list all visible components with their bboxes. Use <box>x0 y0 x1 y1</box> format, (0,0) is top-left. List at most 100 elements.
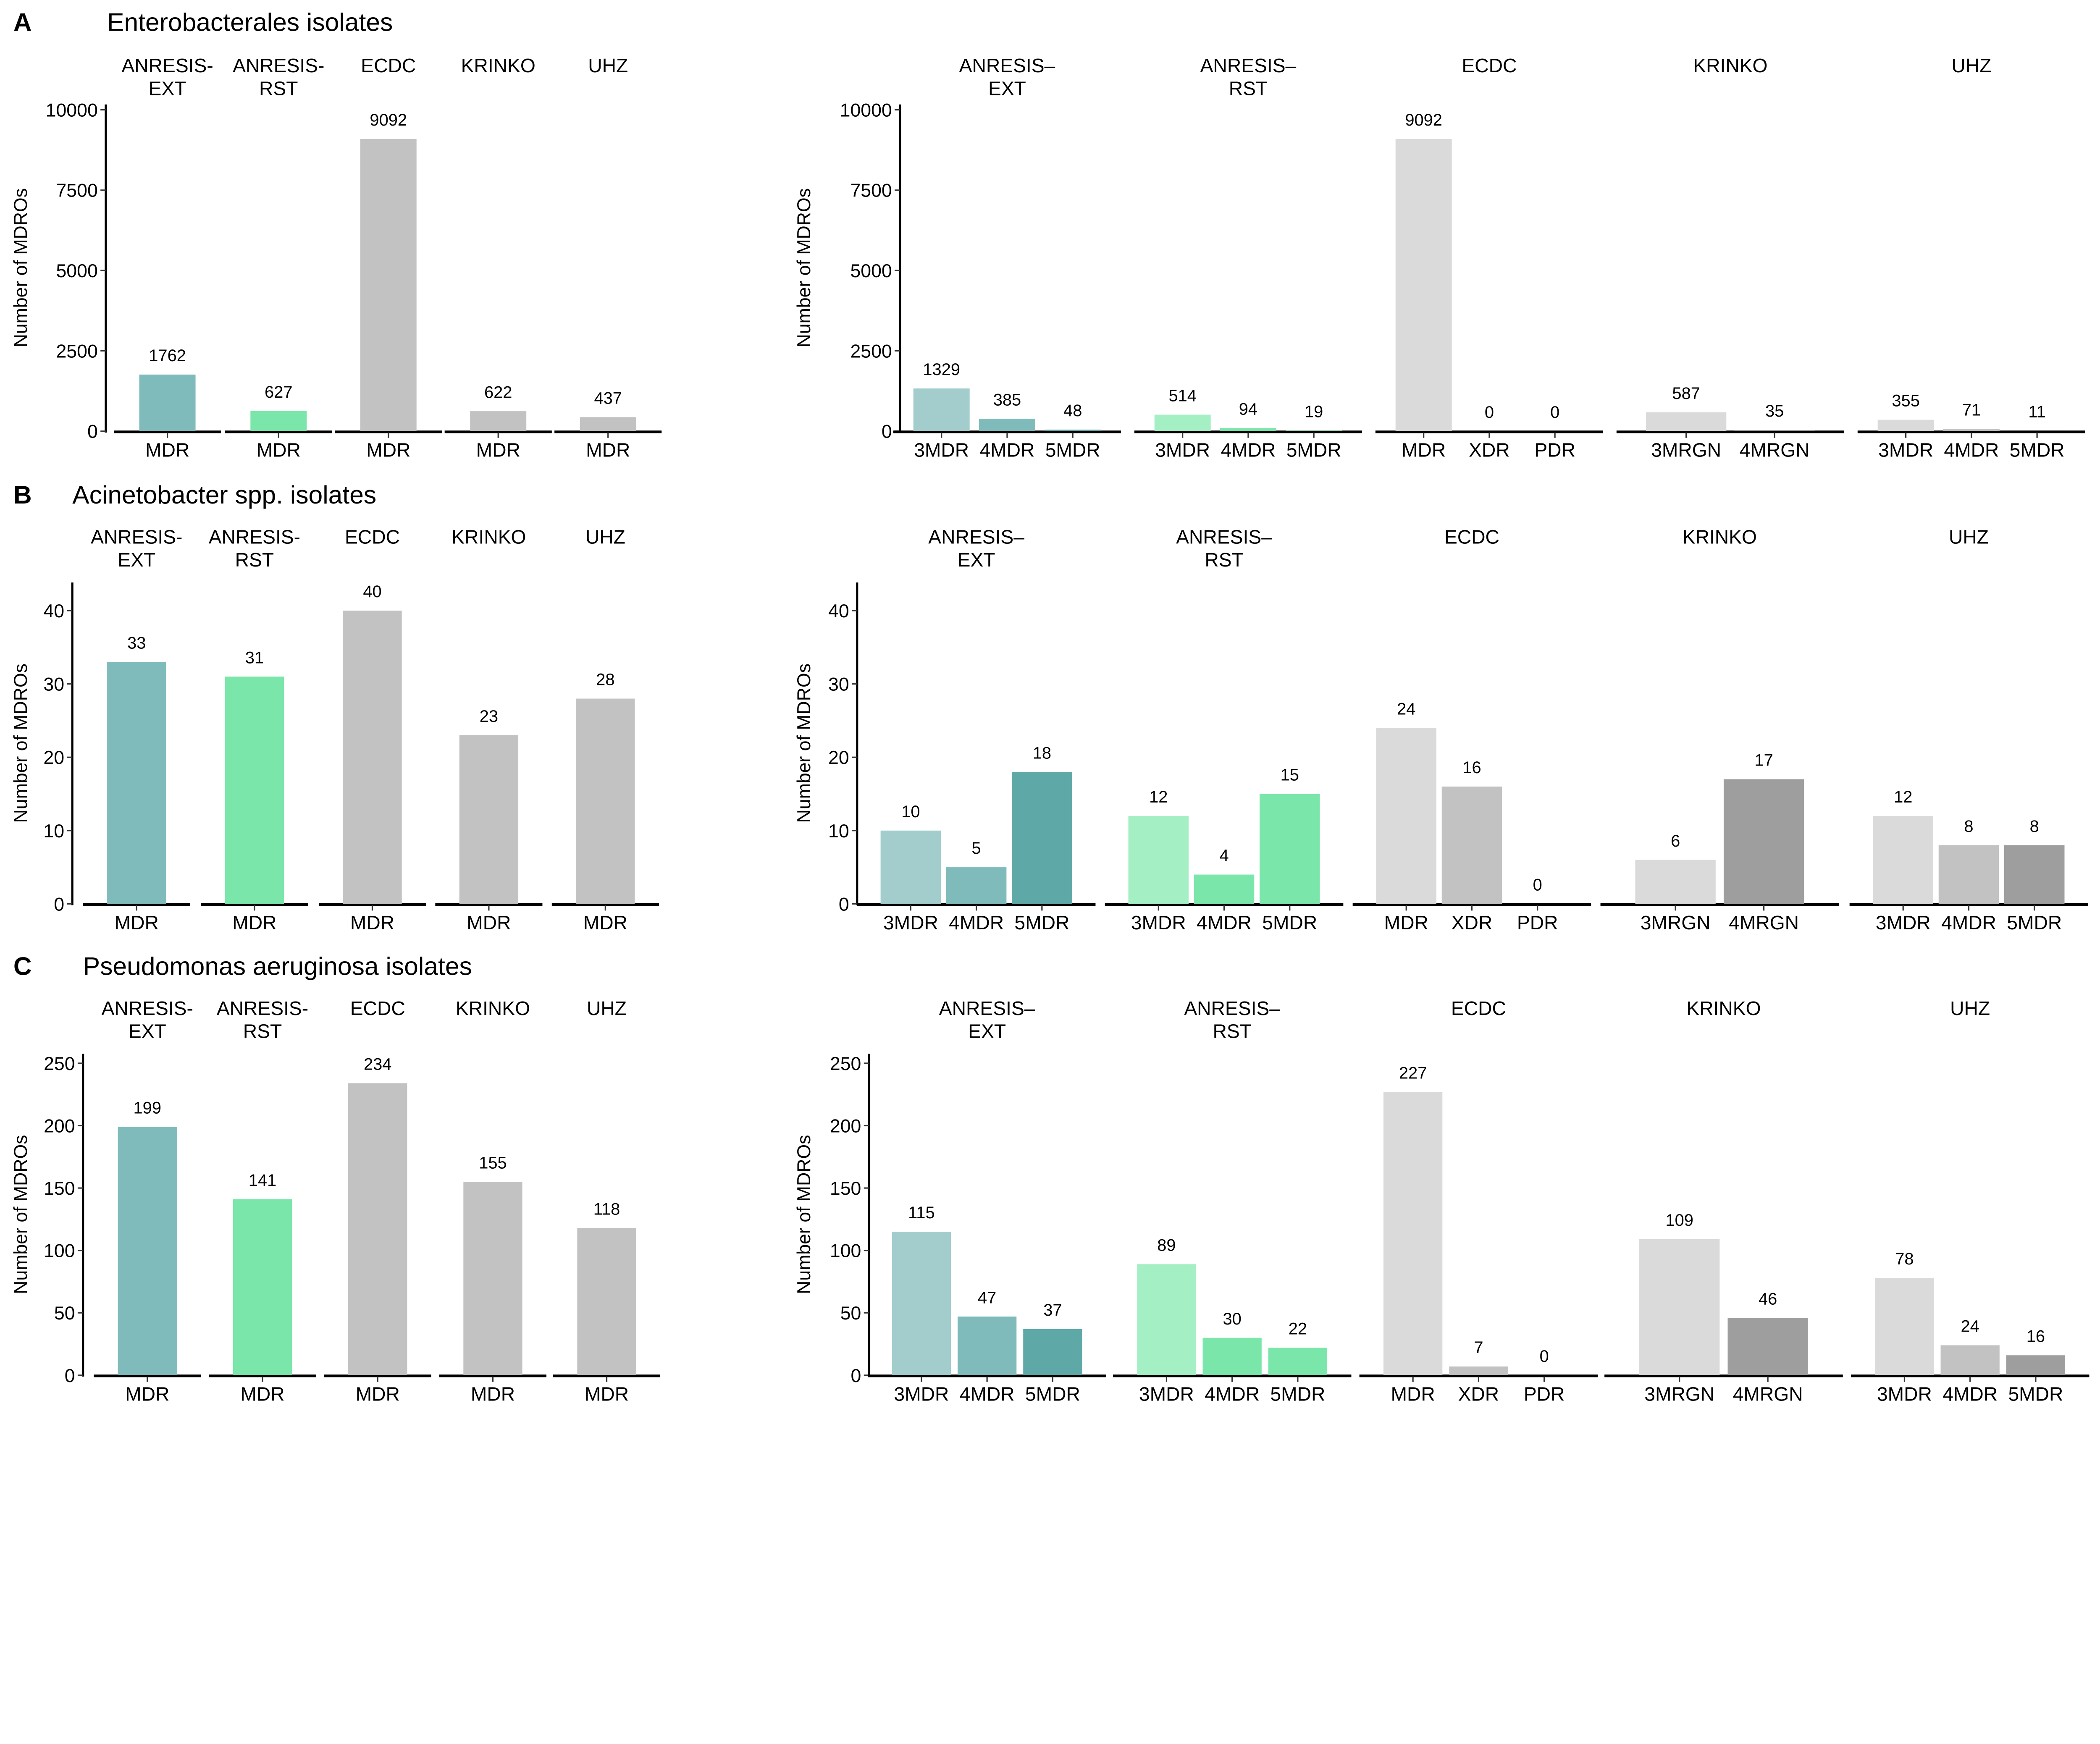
bar <box>2006 1355 2066 1375</box>
bar <box>1045 430 1101 431</box>
x-tick-label: 4MRGN <box>1733 1383 1803 1405</box>
facet-label: UHZ <box>1950 997 1990 1019</box>
facet: UHZ 437 MDR <box>554 55 662 461</box>
facet-label: KRINKO <box>452 526 526 548</box>
y-tick-label: 0 <box>87 422 98 442</box>
bar <box>880 830 941 904</box>
y-tick-label: 2500 <box>850 341 892 362</box>
panel-a: A Enterobacterales isolates 0 2500 5000 7500 1… <box>10 8 2085 461</box>
bar-value-label: 10 <box>901 803 920 821</box>
bar-value-label: 28 <box>596 671 614 689</box>
facet: UHZ 118 MDR <box>553 997 661 1405</box>
bar <box>360 139 417 431</box>
y-tick-label: 0 <box>839 894 849 915</box>
facet-label: ANRESIS– <box>1176 526 1272 548</box>
bar-value-label: 48 <box>1063 401 1082 420</box>
y-tick-label: 5000 <box>56 261 97 281</box>
mdro-figure: A Enterobacterales isolates02500500075001… <box>10 8 2090 1405</box>
facet-label: ANRESIS– <box>928 526 1024 548</box>
x-tick-label: PDR <box>1517 912 1558 934</box>
bar-value-label: 514 <box>1168 387 1196 405</box>
facet: KRINKO 109 3MRGN 46 4MRGN <box>1604 997 1843 1405</box>
x-tick-label: MDR <box>586 439 630 461</box>
facet: KRINKO 155 MDR <box>439 997 547 1405</box>
left-subplot: 0 2500 5000 7500 10000 Number of MDROs ANRESIS… <box>10 55 662 461</box>
x-tick-label: MDR <box>585 1383 629 1405</box>
bar <box>1938 845 1999 904</box>
bar-value-label: 622 <box>484 383 512 401</box>
y-tick-label: 0 <box>851 1366 861 1386</box>
x-tick-label: MDR <box>583 912 627 934</box>
x-tick-label: 3MDR <box>1877 1383 1932 1405</box>
x-tick-label: MDR <box>240 1383 284 1405</box>
bar <box>470 411 527 431</box>
bar <box>1875 1278 1934 1375</box>
bar-value-label: 355 <box>1892 392 1919 410</box>
facet-label: ANRESIS– <box>1184 997 1280 1019</box>
x-tick-label: MDR <box>1391 1383 1435 1405</box>
y-axis-title: Number of MDROs <box>10 1135 31 1294</box>
y-tick-label: 30 <box>43 674 64 695</box>
facet-label: ECDC <box>1444 526 1499 548</box>
bar-value-label: 6 <box>1671 832 1680 850</box>
bar <box>225 677 284 904</box>
x-tick-label: MDR <box>471 1383 515 1405</box>
x-tick-label: 5MDR <box>1262 912 1317 934</box>
y-tick-label: 150 <box>830 1178 861 1199</box>
facet: UHZ 28 MDR <box>551 526 659 934</box>
bar <box>1723 779 1804 904</box>
facet-label: EXT <box>118 549 155 571</box>
bar <box>946 867 1007 904</box>
bar <box>118 1127 177 1375</box>
bar <box>1449 1366 1508 1375</box>
y-tick-label: 30 <box>828 674 849 695</box>
bar <box>577 1228 636 1375</box>
x-tick-label: MDR <box>125 1383 169 1405</box>
x-tick-label: 5MDR <box>1286 439 1341 461</box>
bar-value-label: 37 <box>1043 1301 1062 1319</box>
y-tick-label: 200 <box>44 1116 75 1136</box>
x-tick-label: MDR <box>145 439 189 461</box>
x-tick-label: 4MDR <box>979 439 1034 461</box>
bar-value-label: 1329 <box>923 360 960 379</box>
bar-value-label: 22 <box>1289 1320 1307 1338</box>
bar <box>139 374 196 431</box>
x-tick-label: 3MRGN <box>1651 439 1721 461</box>
bar <box>1943 429 2000 431</box>
bar-value-label: 8 <box>2030 817 2039 836</box>
bar <box>1639 1239 1720 1375</box>
x-tick-label: MDR <box>366 439 410 461</box>
facet-label: KRINKO <box>1686 997 1761 1019</box>
x-tick-label: MDR <box>257 439 301 461</box>
x-tick-label: 3MDR <box>894 1383 949 1405</box>
bar-value-label: 141 <box>249 1171 276 1190</box>
y-tick-label: 250 <box>830 1054 861 1074</box>
x-tick-label: MDR <box>1402 439 1446 461</box>
bar-value-label: 12 <box>1894 788 1912 806</box>
x-tick-label: MDR <box>476 439 520 461</box>
facet: KRINKO 6 3MRGN 17 4MRGN <box>1600 526 1839 934</box>
facet: UHZ 12 3MDR 8 4MDR 8 5MDR <box>1849 526 2088 934</box>
facet: ECDC 40 MDR <box>318 526 426 934</box>
panel-letter: A <box>13 8 32 36</box>
bar <box>1376 728 1436 904</box>
bar <box>1012 772 1072 904</box>
x-tick-label: 5MDR <box>1025 1383 1080 1405</box>
facet-label: ECDC <box>345 526 400 548</box>
bar <box>1202 1338 1262 1375</box>
bar-value-label: 437 <box>594 389 622 407</box>
facet: ANRESIS-RST 141 MDR <box>209 997 316 1405</box>
x-tick-label: 5MDR <box>1045 439 1100 461</box>
x-tick-label: 4MDR <box>1197 912 1252 934</box>
y-tick-label: 5000 <box>850 261 892 281</box>
x-tick-label: 3MDR <box>1155 439 1210 461</box>
facet: ECDC 9092 MDR <box>335 55 442 461</box>
y-tick-label: 100 <box>44 1241 75 1261</box>
bar-value-label: 0 <box>1533 876 1542 894</box>
facet: UHZ 355 3MDR 71 4MDR 11 5MDR <box>1857 55 2085 461</box>
bar-value-label: 46 <box>1759 1290 1777 1308</box>
facet-label: ECDC <box>350 997 405 1019</box>
y-axis-title: Number of MDROs <box>10 188 31 347</box>
